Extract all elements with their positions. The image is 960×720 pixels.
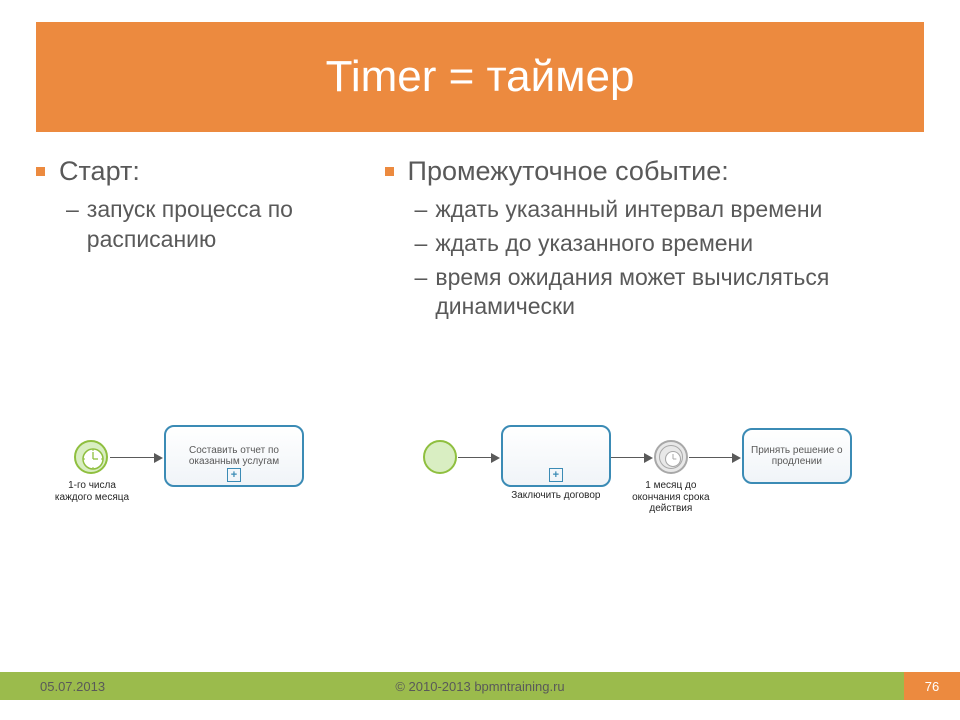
task-label: Составить отчет по оказанным услугам	[170, 445, 298, 467]
right-heading-row: Промежуточное событие:	[385, 155, 924, 189]
right-sub-text-2: время ожидания может вычисляться динамич…	[435, 263, 924, 323]
timer-event-label: 1 месяц до окончания срока действия	[628, 480, 714, 515]
diagrams-row: 1-го числа каждого месяца Составить отче…	[36, 420, 924, 560]
content-columns: Старт: – запуск процесса по расписанию П…	[36, 155, 924, 326]
task: Принять решение о продлении	[742, 428, 852, 484]
dash-icon: –	[415, 229, 428, 259]
left-heading: Старт:	[59, 155, 140, 189]
right-column: Промежуточное событие: – ждать указанный…	[385, 155, 924, 326]
task2-label: Принять решение о продлении	[748, 445, 846, 467]
right-sub-text-1: ждать до указанного времени	[435, 229, 753, 259]
right-sub-item: – ждать указанный интервал времени	[415, 195, 924, 225]
arrow-head-icon	[732, 453, 741, 463]
diagram-right: + Заключить договор 1 месяц до окончания…	[418, 420, 924, 560]
left-sub-text: запуск процесса по расписанию	[87, 195, 365, 255]
arrow-head-icon	[154, 453, 163, 463]
sequence-flow-arrow	[110, 457, 155, 458]
subprocess-task: Составить отчет по оказанным услугам +	[164, 425, 304, 487]
arrow-head-icon	[644, 453, 653, 463]
right-heading: Промежуточное событие:	[408, 155, 729, 189]
right-sub-item: – время ожидания может вычисляться динам…	[415, 263, 924, 323]
start-event-icon	[423, 440, 457, 474]
right-sub-text-0: ждать указанный интервал времени	[435, 195, 822, 225]
dash-icon: –	[415, 263, 428, 293]
slide-title: Timer = таймер	[326, 52, 635, 102]
timer-intermediate-event-icon	[654, 440, 688, 474]
timer-start-event-icon	[74, 440, 108, 474]
footer-page-number: 76	[904, 672, 960, 700]
left-sub-item: – запуск процесса по расписанию	[66, 195, 365, 255]
dash-icon: –	[415, 195, 428, 225]
dash-icon: –	[66, 195, 79, 225]
subprocess-marker-icon: +	[549, 468, 563, 482]
left-column: Старт: – запуск процесса по расписанию	[36, 155, 365, 326]
left-heading-row: Старт:	[36, 155, 365, 189]
bullet-square-icon	[385, 167, 394, 176]
right-sub-item: – ждать до указанного времени	[415, 229, 924, 259]
task1-label: Заключить договор	[501, 490, 611, 502]
subprocess-task: +	[501, 425, 611, 487]
bullet-square-icon	[36, 167, 45, 176]
start-event-label: 1-го числа каждого месяца	[54, 480, 130, 503]
diagram-left: 1-го числа каждого месяца Составить отче…	[36, 420, 418, 560]
arrow-head-icon	[491, 453, 500, 463]
subprocess-marker-icon: +	[227, 468, 241, 482]
title-bar: Timer = таймер	[36, 22, 924, 132]
sequence-flow-arrow	[458, 457, 492, 458]
sequence-flow-arrow	[611, 457, 645, 458]
sequence-flow-arrow	[689, 457, 733, 458]
footer-copyright: © 2010-2013 bpmntraining.ru	[0, 679, 960, 694]
footer-bar: 05.07.2013 © 2010-2013 bpmntraining.ru 7…	[0, 672, 960, 700]
